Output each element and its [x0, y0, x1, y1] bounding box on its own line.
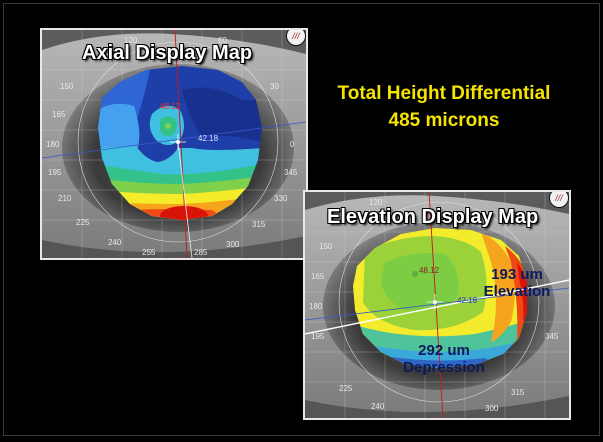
depression-amount: 292 um — [418, 342, 470, 359]
axial-deg-60: 60 — [218, 36, 227, 45]
axial-deg-30: 30 — [270, 82, 279, 91]
elevation-center-value: 42.18 — [457, 296, 478, 305]
elevation-deg-240: 240 — [371, 402, 385, 411]
headline-line-1: Total Height Differential — [337, 83, 551, 104]
elevation-color-map — [353, 228, 527, 368]
axial-deg-300: 300 — [226, 240, 240, 249]
axial-deg-315: 315 — [252, 220, 266, 229]
axial-deg-165: 165 — [52, 110, 66, 119]
slide: Axial Display Map /// 48.12 42.18 120 60… — [3, 3, 600, 436]
axial-map-title: Axial Display Map — [82, 42, 253, 64]
axial-deg-285: 285 — [194, 248, 208, 257]
elevation-map-title: Elevation Display Map — [327, 206, 539, 228]
elevation-deg-165: 165 — [311, 272, 325, 281]
elevation-deg-345: 345 — [545, 332, 559, 341]
axial-deg-0: 0 — [290, 140, 295, 149]
axial-deg-225: 225 — [76, 218, 90, 227]
axial-deg-345: 345 — [284, 168, 298, 177]
elevation-deg-300: 300 — [485, 404, 499, 413]
axial-deg-330: 330 — [274, 194, 288, 203]
elevation-deg-225: 225 — [339, 384, 353, 393]
elevation-deg-120: 120 — [369, 198, 383, 207]
axial-map-panel: Axial Display Map /// 48.12 42.18 120 60… — [40, 28, 308, 260]
elevation-apex-value: 48.12 — [419, 266, 440, 275]
axial-apex-value: 48.12 — [160, 102, 181, 111]
elevation-map-panel: Elevation Display Map /// 48.12 42.18 19… — [303, 190, 571, 420]
axial-center-value: 42.18 — [198, 134, 219, 143]
headline-line-2: 485 microns — [388, 110, 500, 131]
elevation-deg-150: 150 — [319, 242, 333, 251]
axial-deg-180: 180 — [46, 140, 60, 149]
elevation-deg-315: 315 — [511, 388, 525, 397]
elevation-deg-195: 195 — [311, 332, 325, 341]
topographer-logo-icon: /// — [549, 192, 569, 208]
axial-deg-210: 210 — [58, 194, 72, 203]
depression-label: Depression — [403, 359, 485, 376]
axial-deg-195: 195 — [48, 168, 62, 177]
height-differential-headline: Total Height Differential 485 microns — [304, 80, 584, 134]
axial-deg-255: 255 — [142, 248, 156, 257]
elevation-label: Elevation — [483, 283, 551, 300]
axial-map-image — [42, 30, 306, 258]
elevation-map-image — [305, 192, 569, 418]
axial-deg-240: 240 — [108, 238, 122, 247]
elevation-annotation: 193 um Elevation — [477, 266, 557, 300]
axial-deg-150: 150 — [60, 82, 74, 91]
axial-deg-120: 120 — [124, 36, 138, 45]
elevation-amount: 193 um — [491, 266, 543, 283]
depression-annotation: 292 um Depression — [399, 342, 489, 376]
topographer-logo-icon: /// — [286, 30, 306, 46]
elevation-deg-180: 180 — [309, 302, 323, 311]
